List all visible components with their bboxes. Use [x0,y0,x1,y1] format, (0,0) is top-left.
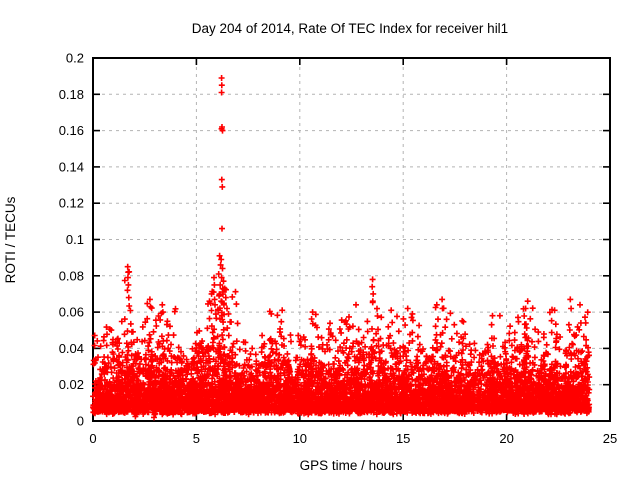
x-tick-label: 5 [193,431,200,446]
y-tick-label: 0.18 [59,87,84,102]
y-tick-label: 0.2 [66,51,84,66]
x-tick-label: 10 [293,431,307,446]
x-tick-label: 0 [89,431,96,446]
y-tick-label: 0.16 [59,123,84,138]
y-tick-label: 0.02 [59,377,84,392]
y-tick-label: 0.06 [59,305,84,320]
plot-area: 0 0.02 0.04 0.06 0.08 0.1 0.12 0.14 0.16 0.18 0.2 0… [59,51,618,447]
y-tick-label: 0.1 [66,232,84,247]
data-points [90,75,593,421]
y-tick-label: 0.08 [59,268,84,283]
y-axis-label: ROTI / TECUs [3,196,18,283]
y-tick-label: 0.04 [59,341,84,356]
x-tick-label: 25 [603,431,617,446]
x-tick-label: 20 [499,431,513,446]
x-axis-label: GPS time / hours [300,458,403,473]
y-tick-label: 0 [77,414,84,429]
y-tick-label: 0.12 [59,196,84,211]
chart-title: Day 204 of 2014, Rate Of TEC Index for r… [192,21,508,36]
x-tick-label: 15 [396,431,410,446]
y-tick-label: 0.14 [59,159,84,174]
